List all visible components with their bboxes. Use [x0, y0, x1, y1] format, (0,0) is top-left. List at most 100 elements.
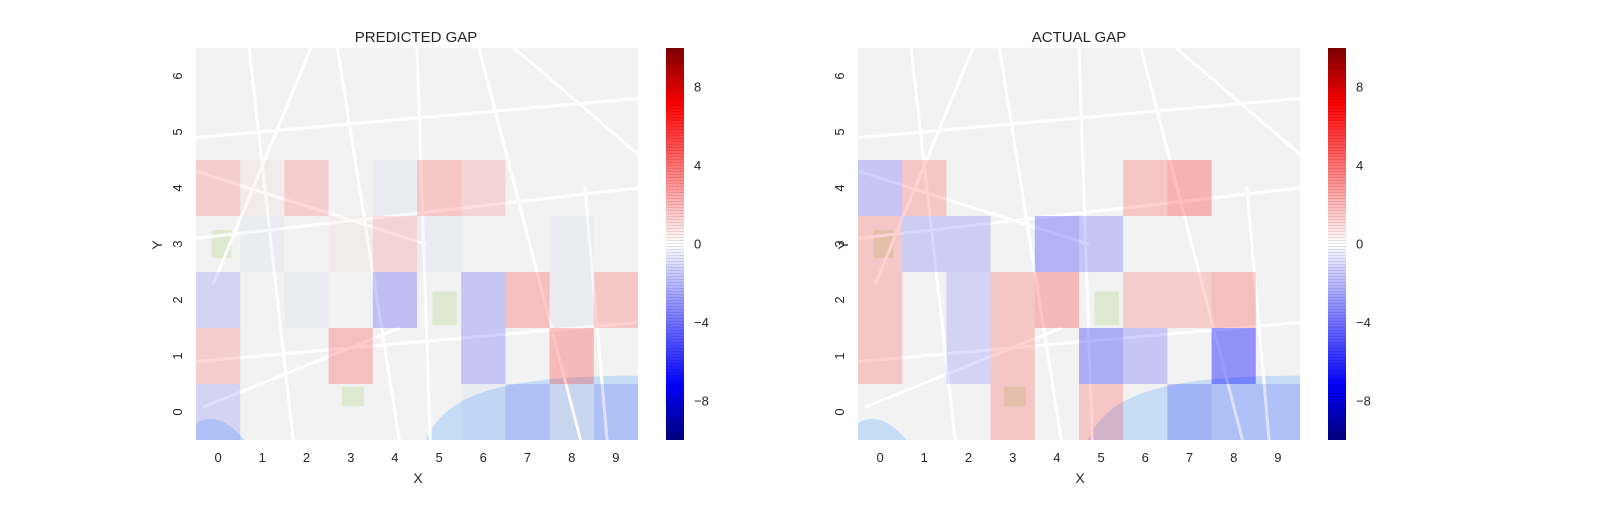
x-tick-label: 1 [921, 450, 928, 465]
heatmap-cell [1123, 272, 1168, 328]
heatmap-cell [373, 328, 417, 384]
map-road [203, 326, 401, 408]
map-road [856, 96, 1302, 140]
heatmap-cell [1123, 160, 1168, 216]
heatmap-cell [991, 160, 1035, 216]
heatmap-cell [1035, 328, 1079, 384]
heatmap-cell [284, 216, 328, 272]
map-road [1174, 46, 1302, 156]
heatmap-cell [284, 272, 328, 328]
map-road [583, 186, 609, 442]
colorbar: 8 4 0 −4 −8 [1328, 48, 1371, 440]
x-tick-label: 3 [347, 450, 354, 465]
y-tick-labels: 0 1 2 3 4 5 6 [832, 72, 847, 415]
heatmap-cell [240, 160, 284, 216]
x-tick-label: 2 [303, 450, 310, 465]
y-tick-label: 0 [170, 408, 185, 415]
heatmap-cell [417, 160, 462, 216]
heatmap-cell [991, 216, 1035, 272]
heatmap-cell [1211, 328, 1256, 384]
heatmap-cell [990, 272, 1035, 328]
heatmap-cell [461, 216, 505, 272]
heatmap-cell [196, 328, 241, 384]
map-coast [858, 418, 907, 440]
heatmap-cell [329, 160, 373, 216]
heatmap-cell [593, 384, 638, 440]
y-axis-label: Y [835, 240, 851, 250]
heatmap-cell [946, 328, 991, 384]
colorbar-striping [1328, 48, 1346, 440]
heatmap-cell [196, 216, 240, 272]
map-coast [196, 418, 245, 440]
colorbar-tick-label: 0 [694, 237, 701, 252]
heatmap-cell [240, 328, 284, 384]
heatmap-cell [373, 160, 417, 216]
heatmap-cell [858, 216, 903, 272]
heatmap-cell [550, 384, 594, 440]
map-road [865, 326, 1063, 408]
colorbar-tick-label: 8 [1356, 80, 1363, 95]
y-axis-label: Y [149, 240, 165, 250]
map-road [1245, 186, 1271, 442]
heatmap-cell [505, 216, 549, 272]
heatmap-cell [196, 272, 241, 328]
heatmap-cell [946, 216, 991, 272]
map-park [341, 386, 364, 407]
heatmap-cell [1167, 160, 1212, 216]
heatmap-cell [329, 272, 373, 328]
heatmap-cell [240, 384, 284, 440]
heatmap-cell [1035, 384, 1079, 440]
heatmap-cell [858, 160, 903, 216]
heatmap-cell [1079, 384, 1124, 440]
colorbar-tick-label: −4 [1356, 315, 1371, 330]
x-tick-label: 4 [391, 450, 398, 465]
y-tick-label: 5 [170, 128, 185, 135]
heatmap-cell [946, 272, 991, 328]
heatmap-cell [1035, 160, 1079, 216]
heatmap-cell [1212, 160, 1256, 216]
y-tick-label: 4 [832, 184, 847, 191]
map-road [194, 320, 640, 364]
y-tick-label: 2 [832, 296, 847, 303]
heatmap-cell [550, 272, 594, 328]
heatmap-cell [1034, 216, 1079, 272]
heatmap-cells [858, 160, 1300, 440]
heatmap-cell [505, 272, 550, 328]
x-tick-label: 4 [1053, 450, 1060, 465]
heatmap-cell [1123, 216, 1167, 272]
heatmap-cell [1079, 328, 1124, 384]
map-road [194, 96, 640, 140]
map-park [432, 291, 457, 326]
heatmap-cell [1256, 328, 1300, 384]
heatmap-cell [902, 384, 946, 440]
y-tick-label: 1 [170, 352, 185, 359]
heatmap-cell [461, 328, 506, 384]
x-tick-label: 1 [259, 450, 266, 465]
colorbar-tick-label: 4 [1356, 158, 1363, 173]
heatmap-cell [1034, 272, 1079, 328]
heatmap-cell [196, 384, 241, 440]
heatmap-cell [461, 160, 506, 216]
heatmap-cell [1079, 272, 1123, 328]
map-background [194, 46, 640, 442]
map-background [856, 46, 1302, 442]
x-tick-label: 6 [480, 450, 487, 465]
y-tick-labels: 0 1 2 3 4 5 6 [170, 72, 185, 415]
heatmap-cell [550, 216, 594, 272]
heatmap-cell [593, 272, 638, 328]
x-axis-label: X [1075, 470, 1085, 486]
map-river [1087, 375, 1300, 440]
colorbar: 8 4 0 −4 −8 [666, 48, 709, 440]
map-road [212, 46, 313, 285]
y-tick-label: 6 [832, 72, 847, 79]
heatmap-cell [1255, 384, 1300, 440]
heatmap-cell [902, 216, 947, 272]
x-axis-label: X [413, 470, 423, 486]
heatmap-cell [284, 328, 328, 384]
heatmap-cell [1079, 160, 1123, 216]
heatmap-cell [858, 272, 903, 328]
heatmap-cell [1211, 272, 1256, 328]
colorbar-tick-label: 0 [1356, 237, 1363, 252]
